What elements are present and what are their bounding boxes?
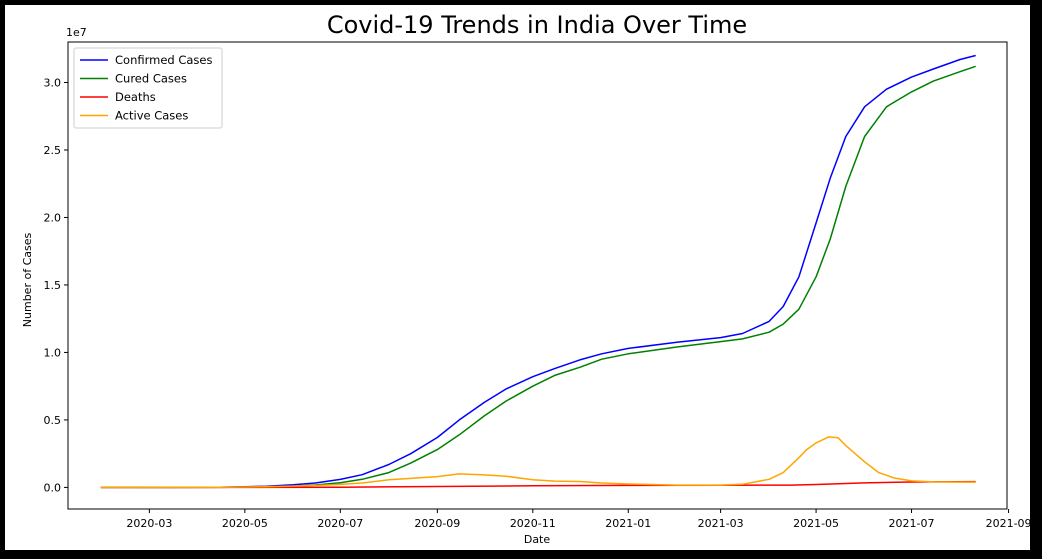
x-axis-label: Date xyxy=(524,533,551,546)
x-tick-label: 2021-03 xyxy=(698,517,744,530)
series-line-cured-cases xyxy=(100,65,976,489)
line-chart: Covid-19 Trends in India Over Time 1e7 D… xyxy=(21,11,1030,546)
y-tick-label: 2.0 xyxy=(44,211,62,224)
chart-title: Covid-19 Trends in India Over Time xyxy=(327,11,747,39)
y-axis-ticks: 0.0 0.5 1.0 1.5 2.0 2.5 3.0 xyxy=(44,76,68,494)
x-tick-label: 2021-01 xyxy=(605,517,651,530)
x-tick-label: 2020-07 xyxy=(317,517,363,530)
x-tick-label: 2020-09 xyxy=(414,517,460,530)
series-line-active-cases xyxy=(100,436,976,489)
series-layer xyxy=(100,54,976,489)
legend-box xyxy=(73,47,223,129)
y-tick-label: 0.5 xyxy=(44,414,62,427)
x-axis-ticks: 2020-03 2020-05 2020-07 2020-09 2020-11 2021-… xyxy=(126,509,1030,530)
y-tick-label: 1.5 xyxy=(44,279,62,292)
x-tick-label: 2021-05 xyxy=(793,517,839,530)
legend-label: Cured Cases xyxy=(115,72,187,86)
x-tick-label: 2020-05 xyxy=(222,517,268,530)
legend-label: Confirmed Cases xyxy=(115,53,213,67)
plot-area-border xyxy=(67,41,1008,510)
y-axis-label: Number of Cases xyxy=(21,233,34,328)
series-line-confirmed-cases xyxy=(100,54,976,489)
x-tick-label: 2020-03 xyxy=(126,517,172,530)
y-offset-label: 1e7 xyxy=(66,26,87,39)
legend-label: Active Cases xyxy=(115,109,188,123)
legend: Confirmed Cases Cured Cases Deaths Active C… xyxy=(73,47,223,129)
y-tick-label: 1.0 xyxy=(44,346,62,359)
x-tick-label: 2021-07 xyxy=(889,517,935,530)
y-tick-label: 2.5 xyxy=(44,144,62,157)
y-tick-label: 3.0 xyxy=(44,76,62,89)
x-tick-label: 2021-09 xyxy=(986,517,1030,530)
legend-label: Deaths xyxy=(115,90,156,104)
x-tick-label: 2020-11 xyxy=(510,517,556,530)
y-tick-label: 0.0 xyxy=(44,481,62,494)
figure-canvas: Covid-19 Trends in India Over Time 1e7 D… xyxy=(5,5,1030,550)
